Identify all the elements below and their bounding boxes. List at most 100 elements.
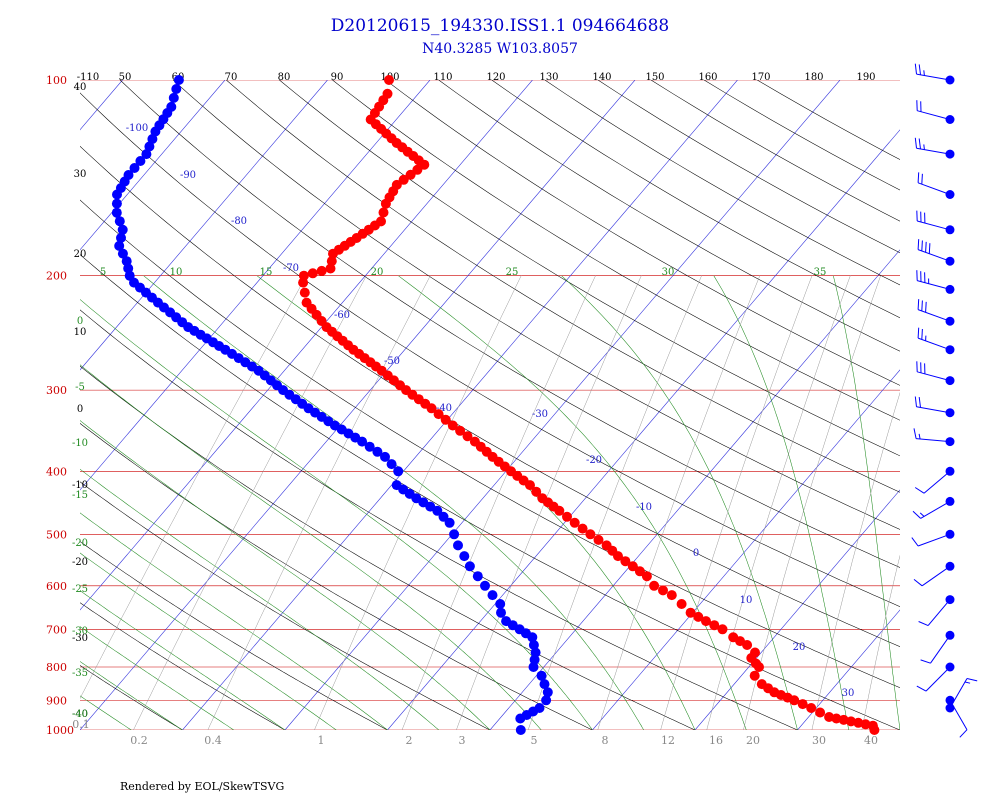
wind-barb-staff	[917, 533, 951, 547]
dry-adiabat-label: -30	[72, 633, 88, 644]
mixing-ratio-label: 12	[661, 734, 675, 747]
mixing-ratio-label: 1	[318, 734, 325, 747]
isotherm-line	[592, 369, 900, 730]
isotherm-label: -90	[180, 170, 196, 181]
temperature-point	[325, 263, 336, 274]
dry-adiabat-line	[80, 423, 593, 730]
isotherm-line	[80, 80, 226, 251]
dewpoint-point	[144, 141, 155, 152]
dewpoint-point	[391, 480, 402, 491]
isotherm-label: -100	[126, 123, 148, 134]
dewpoint-point	[480, 580, 490, 591]
isotherm-label: 10	[740, 595, 753, 606]
potential-temp-label: 170	[751, 72, 770, 83]
potential-temp-label: 190	[856, 72, 875, 83]
dewpoint-point	[515, 725, 526, 735]
moist-adiabat-label: 15	[260, 267, 273, 278]
wind-barb-staff	[917, 110, 951, 120]
wind-barb-staff	[927, 599, 951, 626]
potential-temp-label: 120	[486, 72, 505, 83]
dry-adiabat-line	[173, 80, 900, 530]
mixing-ratio-label: 20	[746, 734, 760, 747]
temperature-point	[649, 580, 660, 591]
dewpoint-point	[364, 441, 375, 452]
moist-adiabat-line	[80, 299, 593, 730]
wind-barb-flag	[918, 397, 921, 408]
temperature-point	[824, 712, 835, 722]
mixing-ratio-line	[314, 275, 522, 730]
dewpoint-point	[444, 517, 455, 528]
wind-barb-staff	[917, 249, 951, 262]
dewpoint-point	[372, 446, 383, 457]
isotherm-line	[0, 80, 20, 730]
temperature-point	[797, 699, 808, 710]
temperature-point	[693, 611, 704, 622]
wind-barb-flag	[913, 428, 917, 439]
pressure-tick-label: 300	[46, 384, 67, 397]
axis-labels: 1002003004005006007008009001000-11050607…	[46, 72, 878, 747]
moist-adiabat-line	[143, 275, 645, 730]
temperature-point	[447, 420, 458, 431]
dry-adiabat-line	[80, 254, 900, 730]
temperature-point	[750, 647, 760, 658]
dewpoint-point	[111, 207, 122, 218]
isotherm-label: -40	[436, 403, 452, 414]
potential-temp-label: 50	[119, 72, 132, 83]
dewpoint-point	[459, 551, 470, 562]
pressure-tick-label: 100	[46, 74, 67, 87]
wind-barb-staff	[925, 666, 951, 692]
pressure-tick-label: 600	[46, 580, 67, 593]
mixing-ratio-line	[743, 275, 881, 730]
dewpoint-point	[541, 695, 552, 706]
dewpoint-point	[111, 198, 122, 209]
wind-barb-flag	[966, 678, 978, 682]
dewpoint-point	[141, 149, 152, 160]
dewpoint-point	[380, 451, 390, 462]
dry-adiabat-line	[491, 80, 900, 319]
moist-adiabat-line	[561, 275, 798, 730]
temperature-point	[316, 265, 327, 276]
pressure-tick-label: 800	[46, 661, 67, 674]
moist-adiabat-line	[833, 275, 900, 730]
temperature-point	[469, 436, 480, 447]
temperature-point	[593, 534, 604, 545]
mixing-ratio-label: 5	[531, 734, 538, 747]
moist-adiabat-line	[80, 590, 286, 730]
moist-adiabat-line	[80, 552, 337, 730]
dewpoint-point	[539, 679, 550, 690]
temperature-point	[676, 599, 687, 609]
isotherm-line	[694, 489, 900, 730]
wind-barb-flag	[921, 300, 923, 311]
dry-adiabat-line	[80, 541, 388, 730]
moist-adiabat-line	[80, 729, 81, 730]
pressure-tick-label: 200	[46, 270, 67, 283]
dewpoint-point	[117, 248, 128, 259]
mixing-ratio-label: 30	[812, 734, 826, 747]
moist-adiabat-label: -5	[75, 382, 85, 393]
moist-adiabat-label: -30	[72, 626, 88, 637]
wind-barb-flag	[925, 301, 927, 313]
mixing-ratio-line	[811, 391, 900, 730]
temperature-point	[537, 493, 548, 504]
mixing-ratio-label: 2	[406, 734, 413, 747]
dry-adiabat-line	[80, 365, 696, 730]
isotherm-label: 20	[793, 642, 806, 653]
potential-temp-label: 70	[225, 72, 238, 83]
temperature-point	[376, 216, 386, 227]
mixing-ratio-line	[660, 275, 813, 730]
wind-barb-staff	[916, 147, 951, 155]
dewpoint-point	[393, 466, 404, 477]
temperature-point	[391, 179, 402, 190]
temperature-point	[299, 287, 310, 298]
temperature-point	[601, 540, 612, 551]
temperature-series	[298, 75, 880, 735]
pressure-tick-label: 900	[46, 694, 67, 707]
dewpoint-point	[121, 256, 132, 267]
moist-adiabat-label: -25	[72, 584, 88, 595]
isotherm-line	[80, 80, 431, 491]
dry-adiabat-label: 20	[74, 249, 87, 260]
isotherm-label: -50	[384, 356, 400, 367]
isotherm-line	[284, 80, 841, 730]
dewpoint-point	[438, 511, 449, 522]
wind-barb-staff	[917, 309, 951, 322]
